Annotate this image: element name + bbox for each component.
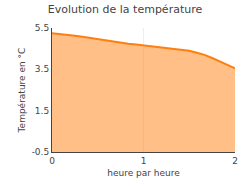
svg-text:Evolution de la température: Evolution de la température xyxy=(48,3,203,16)
svg-text:1: 1 xyxy=(141,156,147,166)
svg-text:-0.5: -0.5 xyxy=(32,147,50,157)
svg-text:1.5: 1.5 xyxy=(35,106,49,116)
svg-text:3.5: 3.5 xyxy=(35,64,49,74)
svg-text:Température en °C: Température en °C xyxy=(17,48,27,134)
svg-text:5.5: 5.5 xyxy=(35,23,49,33)
svg-text:0: 0 xyxy=(49,156,55,166)
svg-text:heure par heure: heure par heure xyxy=(107,168,180,178)
svg-text:2: 2 xyxy=(232,156,238,166)
